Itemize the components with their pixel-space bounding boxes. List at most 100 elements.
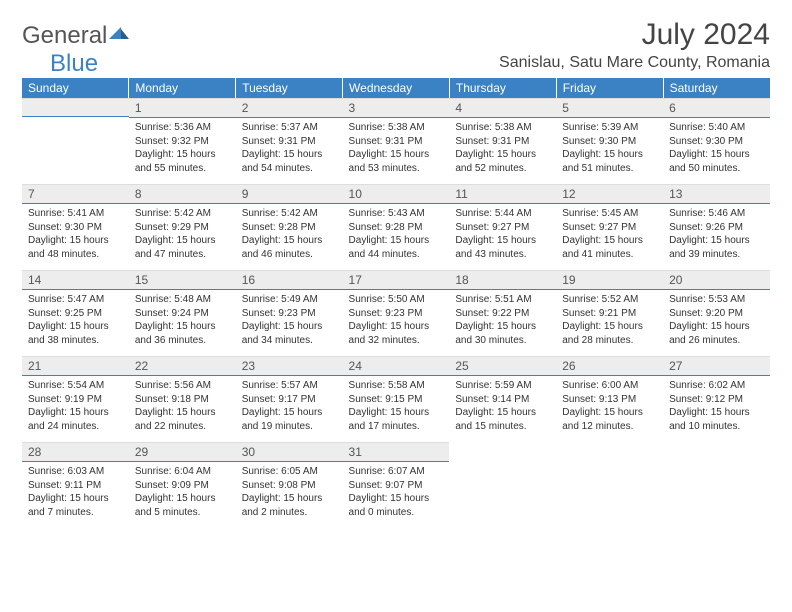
day-content: Sunrise: 5:57 AMSunset: 9:17 PMDaylight:… bbox=[236, 376, 343, 437]
day-number: 27 bbox=[663, 356, 770, 376]
calendar-cell: 14Sunrise: 5:47 AMSunset: 9:25 PMDayligh… bbox=[22, 270, 129, 356]
day-content: Sunrise: 5:42 AMSunset: 9:28 PMDaylight:… bbox=[236, 204, 343, 265]
daylight-line: Daylight: 15 hours and 32 minutes. bbox=[349, 320, 444, 347]
day-content: Sunrise: 6:03 AMSunset: 9:11 PMDaylight:… bbox=[22, 462, 129, 523]
calendar-col-header: Wednesday bbox=[343, 78, 450, 98]
logo-blue: Blue bbox=[50, 50, 98, 78]
calendar-cell: 9Sunrise: 5:42 AMSunset: 9:28 PMDaylight… bbox=[236, 184, 343, 270]
day-content: Sunrise: 5:52 AMSunset: 9:21 PMDaylight:… bbox=[556, 290, 663, 351]
sunset-line: Sunset: 9:08 PM bbox=[242, 479, 337, 493]
calendar-cell: 4Sunrise: 5:38 AMSunset: 9:31 PMDaylight… bbox=[449, 98, 556, 184]
sunset-line: Sunset: 9:07 PM bbox=[349, 479, 444, 493]
day-number: 17 bbox=[343, 270, 450, 290]
logo-text-blue: Blue bbox=[50, 50, 98, 78]
sunrise-line: Sunrise: 5:41 AM bbox=[28, 207, 123, 221]
day-number: 23 bbox=[236, 356, 343, 376]
calendar-col-header: Monday bbox=[129, 78, 236, 98]
sunrise-line: Sunrise: 5:47 AM bbox=[28, 293, 123, 307]
sunset-line: Sunset: 9:14 PM bbox=[455, 393, 550, 407]
day-number: 14 bbox=[22, 270, 129, 290]
day-content: Sunrise: 5:56 AMSunset: 9:18 PMDaylight:… bbox=[129, 376, 236, 437]
daylight-line: Daylight: 15 hours and 39 minutes. bbox=[669, 234, 764, 261]
daylight-line: Daylight: 15 hours and 34 minutes. bbox=[242, 320, 337, 347]
logo-text-general: General bbox=[22, 22, 107, 50]
calendar-col-header: Saturday bbox=[663, 78, 770, 98]
sunrise-line: Sunrise: 5:53 AM bbox=[669, 293, 764, 307]
day-content: Sunrise: 5:36 AMSunset: 9:32 PMDaylight:… bbox=[129, 118, 236, 179]
sunset-line: Sunset: 9:17 PM bbox=[242, 393, 337, 407]
day-number: 20 bbox=[663, 270, 770, 290]
calendar-cell: 2Sunrise: 5:37 AMSunset: 9:31 PMDaylight… bbox=[236, 98, 343, 184]
day-number: 10 bbox=[343, 184, 450, 204]
sunset-line: Sunset: 9:30 PM bbox=[28, 221, 123, 235]
daylight-line: Daylight: 15 hours and 51 minutes. bbox=[562, 148, 657, 175]
daylight-line: Daylight: 15 hours and 0 minutes. bbox=[349, 492, 444, 519]
calendar-cell: 28Sunrise: 6:03 AMSunset: 9:11 PMDayligh… bbox=[22, 442, 129, 528]
daylight-line: Daylight: 15 hours and 28 minutes. bbox=[562, 320, 657, 347]
calendar-week-row: 7Sunrise: 5:41 AMSunset: 9:30 PMDaylight… bbox=[22, 184, 770, 270]
page-title: July 2024 bbox=[642, 18, 770, 52]
calendar-head: SundayMondayTuesdayWednesdayThursdayFrid… bbox=[22, 78, 770, 98]
day-content: Sunrise: 5:42 AMSunset: 9:29 PMDaylight:… bbox=[129, 204, 236, 265]
sunset-line: Sunset: 9:21 PM bbox=[562, 307, 657, 321]
day-content: Sunrise: 5:40 AMSunset: 9:30 PMDaylight:… bbox=[663, 118, 770, 179]
day-number: 5 bbox=[556, 98, 663, 118]
sunset-line: Sunset: 9:12 PM bbox=[669, 393, 764, 407]
daylight-line: Daylight: 15 hours and 2 minutes. bbox=[242, 492, 337, 519]
day-content: Sunrise: 5:37 AMSunset: 9:31 PMDaylight:… bbox=[236, 118, 343, 179]
day-number: 1 bbox=[129, 98, 236, 118]
sunrise-line: Sunrise: 5:57 AM bbox=[242, 379, 337, 393]
day-number: 30 bbox=[236, 442, 343, 462]
daylight-line: Daylight: 15 hours and 7 minutes. bbox=[28, 492, 123, 519]
sunrise-line: Sunrise: 6:03 AM bbox=[28, 465, 123, 479]
day-number: 4 bbox=[449, 98, 556, 118]
day-content: Sunrise: 5:48 AMSunset: 9:24 PMDaylight:… bbox=[129, 290, 236, 351]
calendar-cell: 19Sunrise: 5:52 AMSunset: 9:21 PMDayligh… bbox=[556, 270, 663, 356]
calendar-cell: 10Sunrise: 5:43 AMSunset: 9:28 PMDayligh… bbox=[343, 184, 450, 270]
calendar-cell: 23Sunrise: 5:57 AMSunset: 9:17 PMDayligh… bbox=[236, 356, 343, 442]
day-number: 6 bbox=[663, 98, 770, 118]
calendar-cell: 21Sunrise: 5:54 AMSunset: 9:19 PMDayligh… bbox=[22, 356, 129, 442]
day-number: 31 bbox=[343, 442, 450, 462]
daylight-line: Daylight: 15 hours and 17 minutes. bbox=[349, 406, 444, 433]
day-content: Sunrise: 5:39 AMSunset: 9:30 PMDaylight:… bbox=[556, 118, 663, 179]
day-content: Sunrise: 6:04 AMSunset: 9:09 PMDaylight:… bbox=[129, 462, 236, 523]
day-number: 7 bbox=[22, 184, 129, 204]
day-content: Sunrise: 5:49 AMSunset: 9:23 PMDaylight:… bbox=[236, 290, 343, 351]
sunrise-line: Sunrise: 5:44 AM bbox=[455, 207, 550, 221]
day-number: 16 bbox=[236, 270, 343, 290]
day-number: 25 bbox=[449, 356, 556, 376]
sunrise-line: Sunrise: 6:02 AM bbox=[669, 379, 764, 393]
day-content: Sunrise: 5:50 AMSunset: 9:23 PMDaylight:… bbox=[343, 290, 450, 351]
day-number: 28 bbox=[22, 442, 129, 462]
calendar-week-row: 1Sunrise: 5:36 AMSunset: 9:32 PMDaylight… bbox=[22, 98, 770, 184]
daylight-line: Daylight: 15 hours and 30 minutes. bbox=[455, 320, 550, 347]
sunrise-line: Sunrise: 5:56 AM bbox=[135, 379, 230, 393]
sunset-line: Sunset: 9:23 PM bbox=[242, 307, 337, 321]
calendar-cell: 16Sunrise: 5:49 AMSunset: 9:23 PMDayligh… bbox=[236, 270, 343, 356]
sunset-line: Sunset: 9:29 PM bbox=[135, 221, 230, 235]
day-number: 21 bbox=[22, 356, 129, 376]
day-content: Sunrise: 5:47 AMSunset: 9:25 PMDaylight:… bbox=[22, 290, 129, 351]
daylight-line: Daylight: 15 hours and 48 minutes. bbox=[28, 234, 123, 261]
day-number: 18 bbox=[449, 270, 556, 290]
sunrise-line: Sunrise: 6:05 AM bbox=[242, 465, 337, 479]
calendar-cell: 27Sunrise: 6:02 AMSunset: 9:12 PMDayligh… bbox=[663, 356, 770, 442]
calendar-cell: 22Sunrise: 5:56 AMSunset: 9:18 PMDayligh… bbox=[129, 356, 236, 442]
sunrise-line: Sunrise: 5:59 AM bbox=[455, 379, 550, 393]
calendar-cell: 8Sunrise: 5:42 AMSunset: 9:29 PMDaylight… bbox=[129, 184, 236, 270]
sunrise-line: Sunrise: 5:48 AM bbox=[135, 293, 230, 307]
sunrise-line: Sunrise: 5:36 AM bbox=[135, 121, 230, 135]
sunrise-line: Sunrise: 5:42 AM bbox=[242, 207, 337, 221]
calendar-cell bbox=[449, 442, 556, 528]
sunset-line: Sunset: 9:26 PM bbox=[669, 221, 764, 235]
calendar-cell: 12Sunrise: 5:45 AMSunset: 9:27 PMDayligh… bbox=[556, 184, 663, 270]
calendar-cell: 17Sunrise: 5:50 AMSunset: 9:23 PMDayligh… bbox=[343, 270, 450, 356]
day-number: 3 bbox=[343, 98, 450, 118]
sunset-line: Sunset: 9:31 PM bbox=[455, 135, 550, 149]
subtitle: Sanislau, Satu Mare County, Romania bbox=[499, 54, 770, 72]
sunrise-line: Sunrise: 5:46 AM bbox=[669, 207, 764, 221]
daylight-line: Daylight: 15 hours and 52 minutes. bbox=[455, 148, 550, 175]
daylight-line: Daylight: 15 hours and 12 minutes. bbox=[562, 406, 657, 433]
sunrise-line: Sunrise: 5:51 AM bbox=[455, 293, 550, 307]
